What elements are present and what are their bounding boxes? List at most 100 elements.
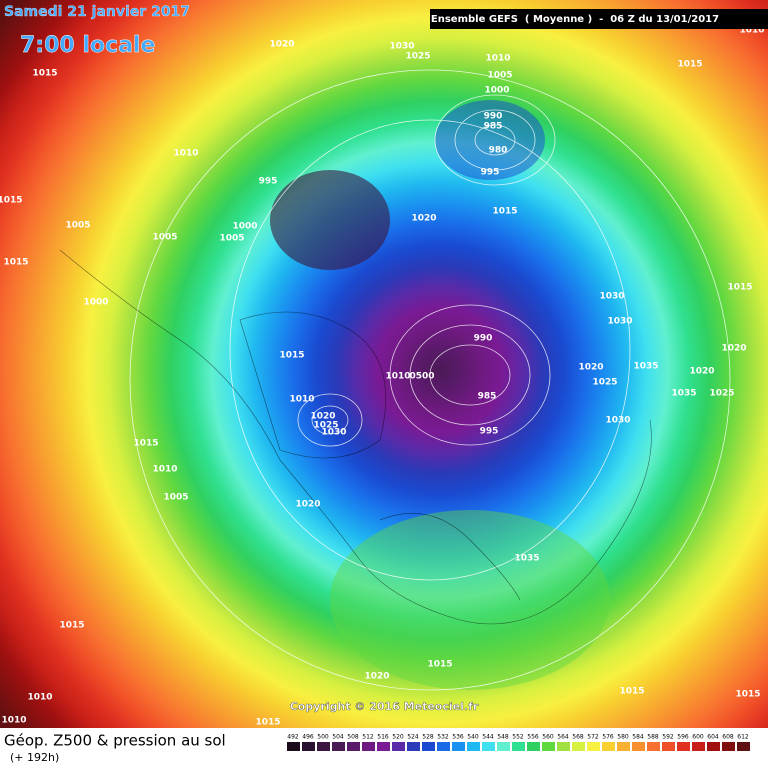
legend-label: 508 xyxy=(347,734,359,741)
isobar-label: 995 xyxy=(259,177,278,187)
legend-label: 560 xyxy=(542,734,554,741)
legend-swatch xyxy=(437,742,450,751)
footer-title: Géop. Z500 & pression au sol xyxy=(4,732,226,750)
isobar-label: 1015 xyxy=(492,207,517,217)
isobar-label: 1015 xyxy=(427,660,452,670)
legend-label: 596 xyxy=(677,734,689,741)
isobar-label: 1000 xyxy=(484,86,509,96)
isobar-label: 1035 xyxy=(514,554,539,564)
legend-swatch xyxy=(422,742,435,751)
legend-swatch xyxy=(692,742,705,751)
legend-swatch xyxy=(347,742,360,751)
isobar-label: 1020 xyxy=(411,214,436,224)
isobar-label: 1015 xyxy=(279,351,304,361)
legend-swatch xyxy=(722,742,735,751)
legend-label: 576 xyxy=(602,734,614,741)
isobar-label: 1035 xyxy=(633,362,658,372)
isobar-label: 1020 xyxy=(269,40,294,50)
legend-label: 568 xyxy=(572,734,584,741)
isobar-labels: 1020 1030 1025 1010 1010 1015 1015 1005 … xyxy=(0,26,765,728)
legend: 492 496 500 504 508 512 516 520 524 528 532 536 540 5… xyxy=(287,734,750,751)
legend-swatch xyxy=(302,742,315,751)
coastlines xyxy=(59,249,652,625)
legend-label: 584 xyxy=(632,734,644,741)
legend-label: 540 xyxy=(467,734,479,741)
legend-swatch xyxy=(392,742,405,751)
legend-swatch xyxy=(527,742,540,751)
isobar-label: 980 xyxy=(489,146,508,156)
legend-label: 504 xyxy=(332,734,344,741)
copyright: Copyright © 2016 Meteociel.fr xyxy=(290,700,479,713)
banner: Ensemble GEFS ( Moyenne ) - 06 Z du 13/0… xyxy=(431,14,719,25)
isobar-label: 0500 xyxy=(409,372,434,382)
legend-swatch xyxy=(737,742,750,751)
isobar-label: 1025 xyxy=(313,421,338,431)
legend-label: 588 xyxy=(647,734,659,741)
isobar-label: 1030 xyxy=(605,416,630,426)
legend-swatch xyxy=(497,742,510,751)
legend-swatch xyxy=(452,742,465,751)
isobar-label: 1015 xyxy=(255,718,280,728)
isobar-label: 1020 xyxy=(364,672,389,682)
isobar-label: 990 xyxy=(484,112,503,122)
legend-swatch xyxy=(377,742,390,751)
isobar-label: 1015 xyxy=(735,690,760,700)
legend-swatch xyxy=(662,742,675,751)
legend-label: 552 xyxy=(512,734,524,741)
legend-label: 604 xyxy=(707,734,719,741)
legend-label: 520 xyxy=(392,734,404,741)
legend-swatch xyxy=(317,742,330,751)
legend-swatch xyxy=(707,742,720,751)
isobar-label: 1025 xyxy=(709,389,734,399)
isobar-label: 1005 xyxy=(487,71,512,81)
isobar-label: 1025 xyxy=(592,378,617,388)
legend-label: 600 xyxy=(692,734,704,741)
isobar-label: 1010 xyxy=(289,395,314,405)
ridge xyxy=(330,510,610,690)
legend-swatch xyxy=(542,742,555,751)
legend-label: 608 xyxy=(722,734,734,741)
low-core xyxy=(270,170,390,270)
legend-swatch xyxy=(407,742,420,751)
isobar-label: 1010 xyxy=(385,372,410,382)
legend-swatch xyxy=(482,742,495,751)
isobar-label: 1020 xyxy=(295,500,320,510)
isobar-label: 1015 xyxy=(133,439,158,449)
legend-swatch xyxy=(572,742,585,751)
time: 7:00 locale xyxy=(20,33,155,58)
isobar-label: 1030 xyxy=(321,428,346,438)
isobar-label: 985 xyxy=(484,122,503,132)
legend-label: 500 xyxy=(317,734,329,741)
legend-label: 544 xyxy=(482,734,494,741)
isobar-label: 1030 xyxy=(389,42,414,52)
isobar-label: 1005 xyxy=(219,234,244,244)
isobar-label: 1015 xyxy=(0,196,23,206)
legend-swatch xyxy=(557,742,570,751)
legend-label: 536 xyxy=(452,734,464,741)
legend-label: 572 xyxy=(587,734,599,741)
legend-swatch xyxy=(332,742,345,751)
isobar-label: 1030 xyxy=(599,292,624,302)
isobar-label: 1010 xyxy=(27,693,52,703)
isobar-label: 1005 xyxy=(152,233,177,243)
legend-swatch xyxy=(362,742,375,751)
isobar-label: 1010 xyxy=(152,465,177,475)
legend-swatch xyxy=(467,742,480,751)
isobar-label: 1020 xyxy=(721,344,746,354)
isobar-label: 995 xyxy=(480,427,499,437)
isobar-label: 1015 xyxy=(32,69,57,79)
isobar-label: 1020 xyxy=(578,363,603,373)
legend-swatch xyxy=(287,742,300,751)
isobar-label: 985 xyxy=(478,392,497,402)
legend-label: 548 xyxy=(497,734,509,741)
legend-label: 524 xyxy=(407,734,419,741)
isobar-label: 1020 xyxy=(689,367,714,377)
legend-label: 556 xyxy=(527,734,539,741)
legend-label: 516 xyxy=(377,734,389,741)
legend-label: 612 xyxy=(737,734,749,741)
isobar-label: 1035 xyxy=(671,389,696,399)
legend-label: 564 xyxy=(557,734,569,741)
legend-label: 592 xyxy=(662,734,674,741)
